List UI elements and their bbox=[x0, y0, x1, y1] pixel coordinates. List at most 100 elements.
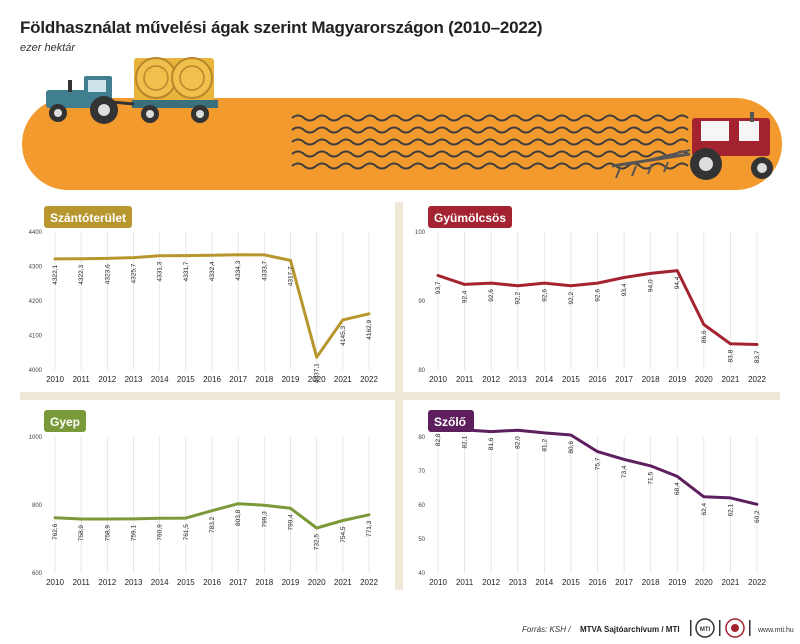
y-tick-label: 100 bbox=[415, 230, 426, 236]
data-label: 92,6 bbox=[541, 289, 548, 302]
series-line bbox=[53, 502, 371, 530]
y-tick-label: 4000 bbox=[29, 368, 43, 374]
data-label: 83,8 bbox=[727, 349, 734, 362]
data-label: 73,4 bbox=[621, 465, 628, 478]
data-label: 92,2 bbox=[515, 291, 522, 304]
charts-panel: Szántóterület 4000 4100 4200 4300 4400 2010 20… bbox=[20, 202, 780, 590]
data-label: 81,2 bbox=[541, 439, 548, 452]
footer-site: www.mti.hu bbox=[757, 627, 794, 634]
series-line bbox=[436, 269, 759, 346]
x-tick-label: 2020 bbox=[695, 578, 713, 587]
tractor-cultivator-icon bbox=[611, 112, 773, 180]
y-tick-label: 4400 bbox=[29, 230, 43, 236]
x-tick-label: 2010 bbox=[46, 375, 64, 384]
data-label: 4037,1 bbox=[314, 363, 321, 383]
panel-separators bbox=[20, 202, 780, 590]
x-tick-label: 2012 bbox=[98, 375, 116, 384]
data-label: 93,4 bbox=[621, 283, 628, 296]
x-tick-label: 2014 bbox=[151, 375, 169, 384]
data-label: 760,9 bbox=[157, 524, 164, 541]
data-label: 4145,3 bbox=[340, 325, 347, 345]
x-tick-label: 2016 bbox=[203, 578, 221, 587]
y-tick-label: 60 bbox=[418, 503, 425, 509]
data-label: 86,6 bbox=[701, 330, 708, 343]
x-tick-label: 2022 bbox=[748, 375, 766, 384]
footer-source: Forrás: KSH / bbox=[522, 625, 571, 634]
x-tick-label: 2022 bbox=[748, 578, 766, 587]
chart-title-box bbox=[44, 410, 86, 432]
y-tick-label: 4300 bbox=[29, 265, 43, 271]
data-label: 4334,3 bbox=[235, 260, 242, 280]
x-tick-label: 2013 bbox=[509, 578, 527, 587]
chart-gyumolcsos: Gyümölcsös 80 90 100 2010 2011 2012 2013 2014 20… bbox=[415, 206, 766, 384]
x-tick-label: 2011 bbox=[456, 375, 474, 384]
data-label: 803,8 bbox=[235, 509, 242, 526]
x-tick-label: 2019 bbox=[668, 375, 686, 384]
footer-divider bbox=[749, 620, 751, 636]
data-label: 94,4 bbox=[674, 276, 681, 289]
x-tick-label: 2020 bbox=[308, 578, 326, 587]
x-tick-label: 2011 bbox=[456, 578, 474, 587]
chart-gyep: Gyep 600 800 1000 2010 2011 2012 2013 2014 2015 2… bbox=[29, 410, 378, 587]
furrow-lines bbox=[291, 114, 689, 170]
x-tick-label: 2014 bbox=[535, 578, 553, 587]
x-tick-label: 2017 bbox=[615, 375, 633, 384]
y-tick-label: 600 bbox=[32, 571, 43, 577]
footer-brand: MTVA Sajtóarchívum / MTI bbox=[580, 625, 680, 634]
footer-divider bbox=[690, 620, 692, 636]
data-label: 758,9 bbox=[78, 525, 85, 542]
data-label: 94,0 bbox=[648, 279, 655, 292]
x-tick-label: 2018 bbox=[642, 578, 660, 587]
x-tick-label: 2018 bbox=[255, 375, 273, 384]
x-tick-label: 2019 bbox=[668, 578, 686, 587]
x-tick-label: 2014 bbox=[151, 578, 169, 587]
chart-title: Szőlő bbox=[434, 415, 466, 429]
y-tick-label: 50 bbox=[418, 537, 425, 543]
x-tick-label: 2013 bbox=[125, 578, 143, 587]
chart-title-box bbox=[428, 206, 512, 228]
x-tick-label: 2010 bbox=[46, 578, 64, 587]
data-label: 60,2 bbox=[754, 510, 761, 523]
data-label: 4162,9 bbox=[366, 319, 373, 339]
data-label: 62,4 bbox=[701, 502, 708, 515]
data-label: 790,4 bbox=[288, 514, 295, 531]
data-label: 4317,7 bbox=[288, 266, 295, 286]
x-tick-label: 2022 bbox=[360, 375, 378, 384]
data-label: 71,5 bbox=[648, 472, 655, 485]
data-label: 92,6 bbox=[595, 289, 602, 302]
footer-divider bbox=[719, 620, 721, 636]
x-tick-label: 2017 bbox=[615, 578, 633, 587]
x-tick-label: 2015 bbox=[177, 578, 195, 587]
x-tick-label: 2015 bbox=[177, 375, 195, 384]
x-tick-label: 2021 bbox=[334, 578, 352, 587]
page-subtitle: ezer hektár bbox=[20, 42, 76, 54]
y-tick-label: 90 bbox=[418, 299, 425, 305]
data-label: 771,3 bbox=[366, 520, 373, 537]
x-tick-label: 2017 bbox=[229, 375, 247, 384]
chart-szantoterulet: Szántóterület 4000 4100 4200 4300 4400 2010 20… bbox=[29, 206, 378, 384]
data-label: 81,6 bbox=[488, 437, 495, 450]
x-tick-label: 2016 bbox=[589, 375, 607, 384]
data-label: 783,2 bbox=[209, 516, 216, 533]
x-tick-label: 2010 bbox=[429, 375, 447, 384]
data-label: 4332,4 bbox=[209, 261, 216, 281]
y-tick-label: 4200 bbox=[29, 299, 43, 305]
x-tick-label: 2018 bbox=[255, 578, 273, 587]
data-label: 62,1 bbox=[727, 503, 734, 516]
data-label: 761,5 bbox=[183, 524, 190, 541]
x-tick-label: 2022 bbox=[360, 578, 378, 587]
x-tick-label: 2020 bbox=[695, 375, 713, 384]
data-label: 4333,7 bbox=[261, 260, 268, 280]
chart-title: Gyümölcsös bbox=[434, 211, 506, 225]
data-label: 82,1 bbox=[462, 435, 469, 448]
data-label: 732,5 bbox=[314, 534, 321, 551]
series-line bbox=[436, 426, 759, 506]
x-tick-label: 2012 bbox=[98, 578, 116, 587]
data-label: 759,1 bbox=[131, 525, 138, 542]
data-label: 83,7 bbox=[754, 350, 761, 363]
x-tick-label: 2019 bbox=[282, 375, 300, 384]
mti-logo-text: MTI bbox=[700, 627, 711, 633]
data-label: 4322,3 bbox=[78, 264, 85, 284]
x-tick-label: 2010 bbox=[429, 578, 447, 587]
chart-szolo: Szőlő 40 50 60 70 80 2010 2011 2012 2013 2014 2015… bbox=[418, 410, 766, 587]
